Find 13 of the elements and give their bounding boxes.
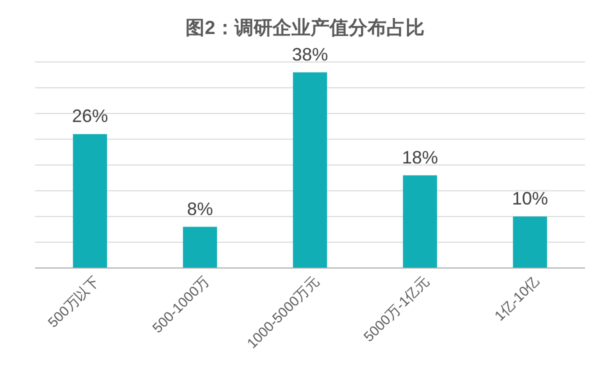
bar [182, 226, 218, 268]
x-tick-label: 500万以下 [44, 272, 102, 330]
data-label: 8% [186, 198, 214, 219]
chart-title: 图2：调研企业产值分布占比 [186, 17, 424, 39]
bar [72, 134, 108, 268]
bar [512, 216, 548, 268]
data-label: 26% [72, 106, 108, 126]
bar [402, 175, 438, 268]
data-label: 18% [402, 147, 438, 168]
bar [292, 72, 328, 268]
x-tick-label: 1亿-10亿 [491, 272, 542, 324]
data-label: 10% [512, 188, 548, 208]
data-label: 38% [292, 44, 328, 64]
